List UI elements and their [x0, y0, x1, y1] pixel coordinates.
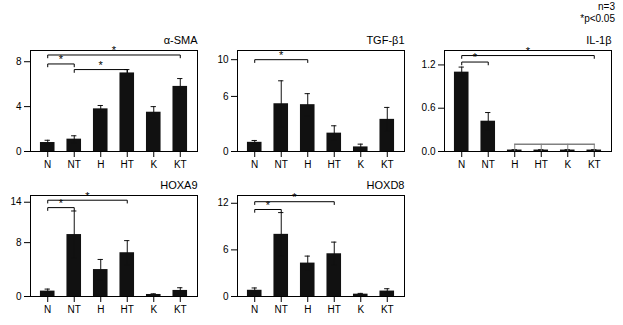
svg-text:N: N: [458, 159, 465, 170]
svg-text:H: H: [511, 159, 518, 170]
svg-text:HT: HT: [535, 159, 548, 170]
svg-text:1.2: 1.2: [422, 59, 436, 70]
svg-text:8: 8: [16, 237, 22, 248]
svg-text:NT: NT: [275, 159, 288, 170]
svg-text:HOXA9: HOXA9: [160, 179, 197, 191]
svg-text:0: 0: [223, 291, 229, 302]
svg-text:NT: NT: [68, 159, 81, 170]
svg-text:K: K: [150, 159, 157, 170]
svg-text:K: K: [150, 304, 157, 315]
svg-text:IL-1β: IL-1β: [586, 34, 611, 46]
svg-text:N: N: [251, 304, 258, 315]
svg-text:H: H: [304, 304, 311, 315]
svg-text:*: *: [292, 191, 297, 203]
svg-text:KT: KT: [174, 304, 187, 315]
svg-text:NT: NT: [482, 159, 495, 170]
svg-text:K: K: [357, 159, 364, 170]
svg-text:8: 8: [16, 56, 22, 67]
svg-text:KT: KT: [174, 159, 187, 170]
svg-text:KT: KT: [381, 304, 394, 315]
svg-text:0: 0: [223, 146, 229, 157]
svg-text:0: 0: [16, 146, 22, 157]
svg-text:NT: NT: [68, 304, 81, 315]
svg-text:0: 0: [16, 291, 22, 302]
svg-text:*: *: [59, 197, 64, 209]
svg-text:HT: HT: [328, 159, 341, 170]
svg-text:K: K: [357, 304, 364, 315]
svg-text:6: 6: [223, 91, 229, 102]
svg-text:NT: NT: [275, 304, 288, 315]
svg-text:KT: KT: [381, 159, 394, 170]
svg-text:*: *: [99, 59, 104, 71]
svg-text:4: 4: [16, 101, 22, 112]
svg-text:0.0: 0.0: [422, 146, 436, 157]
svg-text:*: *: [59, 53, 64, 65]
svg-text:α-SMA: α-SMA: [164, 34, 199, 46]
svg-text:KT: KT: [588, 159, 601, 170]
svg-text:HOXD8: HOXD8: [367, 179, 405, 191]
svg-text:K: K: [564, 159, 571, 170]
svg-text:TGF-β1: TGF-β1: [366, 34, 404, 46]
svg-text:HT: HT: [121, 304, 134, 315]
svg-text:H: H: [97, 304, 104, 315]
svg-text:H: H: [97, 159, 104, 170]
svg-text:HT: HT: [328, 304, 341, 315]
svg-text:6: 6: [223, 244, 229, 255]
svg-text:N: N: [251, 159, 258, 170]
svg-text:*: *: [266, 199, 271, 211]
svg-text:14: 14: [10, 196, 22, 207]
svg-text:N: N: [44, 159, 51, 170]
svg-text:12: 12: [217, 197, 229, 208]
svg-text:H: H: [304, 159, 311, 170]
svg-text:10: 10: [217, 54, 229, 65]
html-text:n=3: n=3: [598, 1, 615, 12]
svg-text:*: *: [473, 51, 478, 63]
svg-text:HT: HT: [121, 159, 134, 170]
svg-text:0.6: 0.6: [422, 102, 436, 113]
svg-text:N: N: [44, 304, 51, 315]
html-text:*p<0.05: *p<0.05: [580, 13, 615, 24]
